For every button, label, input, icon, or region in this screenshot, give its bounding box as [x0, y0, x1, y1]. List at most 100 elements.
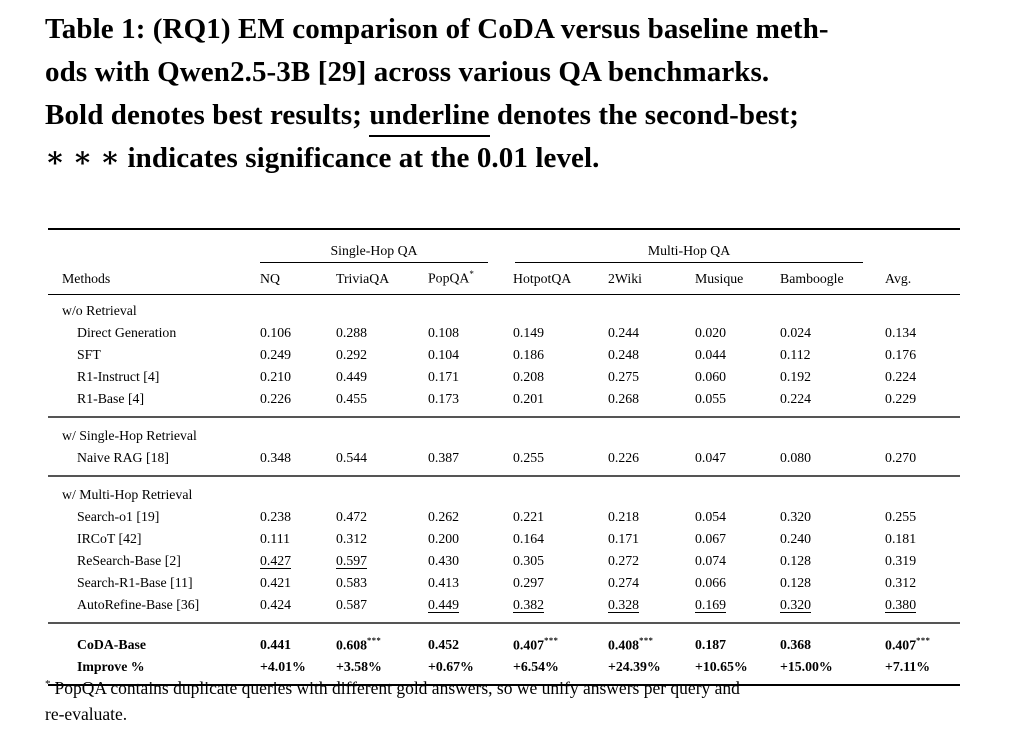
section-header-label: w/ Multi-Hop Retrieval — [48, 474, 961, 506]
metric-value: 0.221 — [513, 506, 608, 528]
table-caption: Table 1: (RQ1) EM comparison of CoDA ver… — [45, 8, 995, 180]
value-text: 0.176 — [885, 346, 917, 362]
value-text: 0.108 — [428, 324, 460, 340]
metric-value: 0.173 — [428, 388, 513, 417]
table-row: Search-o1 [19] 0.238 0.472 0.262 0.221 0.218 0… — [48, 506, 960, 528]
value-text: 0.319 — [885, 552, 917, 568]
metric-value: +7.11% — [885, 656, 960, 685]
metric-value: 0.169 — [695, 594, 780, 623]
metric-value: 0.055 — [695, 388, 780, 417]
second-best-value: 0.380 — [885, 596, 917, 613]
metric-value: 0.312 — [336, 528, 428, 550]
significance-stars: *** — [916, 634, 931, 645]
method-name: SFT — [77, 346, 101, 362]
table-row: Improve % +4.01% +3.58% +0.67% +6.54% +24.39%… — [48, 656, 960, 685]
metric-value: 0.181 — [885, 528, 960, 550]
value-text: +0.67% — [428, 659, 474, 675]
second-best-value: 0.328 — [608, 596, 640, 613]
col-hotpotqa: HotpotQA — [513, 263, 609, 295]
metric-value: 0.255 — [513, 447, 608, 476]
metric-value: 0.407*** — [513, 621, 609, 657]
metric-value: 0.274 — [608, 572, 695, 594]
value-text: 0.210 — [260, 368, 292, 384]
table-row: AutoRefine-Base [36] 0.424 0.587 0.449 0.382… — [48, 594, 960, 623]
metric-value: 0.407*** — [885, 621, 961, 657]
caption-line-4: ∗ ∗ ∗ indicates significance at the 0.01… — [45, 142, 600, 174]
metric-value: 0.255 — [885, 506, 960, 528]
value-text: 0.244 — [608, 324, 640, 340]
metric-value: 0.074 — [695, 550, 780, 572]
caption-line-1: Table 1: (RQ1) EM comparison of CoDA ver… — [45, 13, 829, 45]
col-nq: NQ — [260, 263, 336, 295]
metric-value: 0.544 — [336, 447, 428, 476]
metric-value: 0.272 — [608, 550, 695, 572]
metric-value: 0.421 — [260, 572, 336, 594]
value-text: 0.587 — [336, 596, 368, 612]
value-text: 0.218 — [608, 508, 640, 524]
value-text: 0.421 — [260, 574, 292, 590]
col-avg: Avg. — [885, 263, 961, 295]
method-name: Improve % — [77, 659, 145, 675]
value-text: 0.020 — [695, 324, 727, 340]
value-text: 0.452 — [428, 637, 460, 653]
second-best-value: 0.382 — [513, 596, 545, 613]
value-text: 0.201 — [513, 390, 545, 406]
value-text: 0.274 — [608, 574, 640, 590]
value-text: 0.134 — [885, 324, 917, 340]
value-text: 0.583 — [336, 574, 368, 590]
second-best-value: 0.169 — [695, 596, 727, 613]
metric-value: +0.67% — [428, 656, 513, 685]
metric-value: 0.424 — [260, 594, 336, 623]
table-row: Naive RAG [18] 0.348 0.544 0.387 0.255 0.226 0… — [48, 447, 960, 476]
value-text: 0.229 — [885, 390, 917, 406]
metric-value: 0.262 — [428, 506, 513, 528]
metric-value: 0.449 — [336, 366, 428, 388]
method-name: R1-Instruct [4] — [77, 368, 160, 384]
value-text: 0.192 — [780, 368, 812, 384]
value-text: 0.249 — [260, 346, 292, 362]
value-text: 0.104 — [428, 346, 460, 362]
value-text: 0.226 — [260, 390, 292, 406]
metric-value: 0.292 — [336, 344, 428, 366]
value-text: 0.181 — [885, 530, 917, 546]
section-header-row: w/ Multi-Hop Retrieval — [48, 474, 961, 506]
second-best-value: 0.449 — [428, 596, 460, 613]
value-text: 0.200 — [428, 530, 460, 546]
table-row: R1-Base [4] 0.226 0.455 0.173 0.201 0.268 0.05… — [48, 388, 960, 417]
value-text: 0.173 — [428, 390, 460, 406]
metric-value: 0.111 — [260, 528, 336, 550]
section-header-row: w/ Single-Hop Retrieval — [48, 415, 961, 447]
metric-value: 0.128 — [780, 550, 885, 572]
metric-value: 0.305 — [513, 550, 608, 572]
metric-value: 0.248 — [608, 344, 695, 366]
value-text: 0.455 — [336, 390, 368, 406]
table-row: SFT 0.249 0.292 0.104 0.186 0.248 0.044 0.112 0.… — [48, 344, 960, 366]
footnote-marker: * — [45, 678, 51, 690]
value-text: 0.171 — [608, 530, 640, 546]
significance-stars: *** — [544, 634, 559, 645]
metric-value: +3.58% — [336, 656, 428, 685]
method-name: ReSearch-Base [2] — [77, 552, 181, 568]
second-best-value: 0.597 — [336, 552, 368, 569]
value-text: +24.39% — [608, 659, 661, 675]
value-text: 0.106 — [260, 324, 292, 340]
caption-line-2: ods with Qwen2.5-3B [29] across various … — [45, 56, 770, 88]
value-text: 0.472 — [336, 508, 368, 524]
significance-stars: *** — [367, 634, 382, 645]
metric-value: 0.020 — [695, 322, 780, 344]
metric-value: 0.472 — [336, 506, 428, 528]
value-text: 0.054 — [695, 508, 727, 524]
section-header-row: w/o Retrieval — [48, 294, 960, 322]
metric-value: 0.128 — [780, 572, 885, 594]
value-text: 0.292 — [336, 346, 368, 362]
col-popqa-footnote-marker: * — [469, 269, 474, 279]
value-text: 0.224 — [885, 368, 917, 384]
section-header-label: w/o Retrieval — [62, 302, 137, 318]
metric-value: 0.224 — [780, 388, 885, 417]
table-row: IRCoT [42] 0.111 0.312 0.200 0.164 0.171 0.067… — [48, 528, 960, 550]
metric-value: 0.208 — [513, 366, 608, 388]
value-text: 0.297 — [513, 574, 545, 590]
method-name: Search-R1-Base [11] — [77, 574, 193, 590]
method-name: R1-Base [4] — [77, 390, 145, 406]
value-text: 0.171 — [428, 368, 460, 384]
